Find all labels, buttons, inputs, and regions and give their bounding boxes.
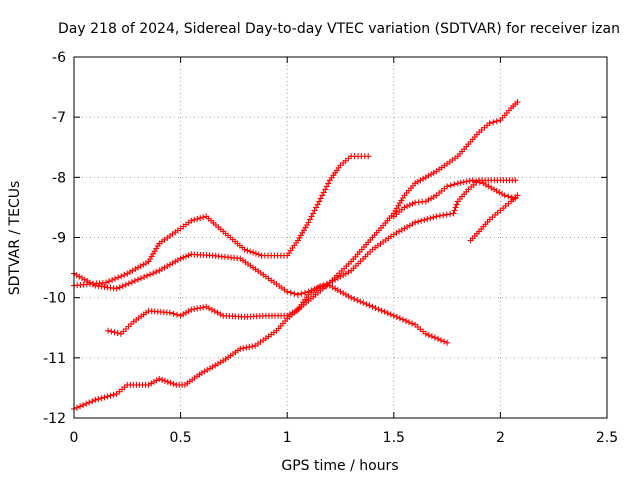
y-tick-label: -10 (43, 291, 66, 307)
series-sat-5 (390, 177, 519, 220)
marker-trace (71, 153, 372, 289)
axis-ticks: 0 0.5 1 1.5 2 2.5 -12 -11 -10 -9 -8 -7 -6 (43, 50, 618, 446)
y-axis-label: SDTVAR / TECUs (7, 181, 23, 296)
plot-frame (73, 56, 608, 419)
grid (74, 57, 607, 418)
marker-trace (390, 177, 519, 220)
x-tick-label: 2 (496, 430, 505, 446)
y-tick-label: -8 (52, 170, 66, 186)
data-markers (71, 99, 521, 412)
x-tick-label: 2.5 (596, 430, 618, 446)
x-tick-label: 0 (70, 430, 79, 446)
series-sat-1 (71, 153, 372, 289)
x-tick-label: 1 (283, 430, 292, 446)
series-sat-4 (71, 99, 521, 412)
y-tick-label: -6 (52, 50, 66, 66)
x-tick-label: 0.5 (169, 430, 191, 446)
x-tick-label: 1.5 (383, 430, 405, 446)
marker-trace (71, 99, 521, 412)
x-axis-label: GPS time / hours (281, 458, 398, 474)
series-sat-3 (105, 282, 451, 346)
y-tick-label: -11 (43, 351, 66, 367)
series-sat-6 (467, 192, 521, 244)
y-tick-label: -9 (52, 231, 66, 247)
y-tick-label: -12 (43, 411, 66, 427)
chart-title: Day 218 of 2024, Sidereal Day-to-day VTE… (58, 21, 620, 37)
marker-trace (105, 282, 451, 346)
marker-trace (467, 192, 521, 244)
y-tick-label: -7 (52, 110, 66, 126)
